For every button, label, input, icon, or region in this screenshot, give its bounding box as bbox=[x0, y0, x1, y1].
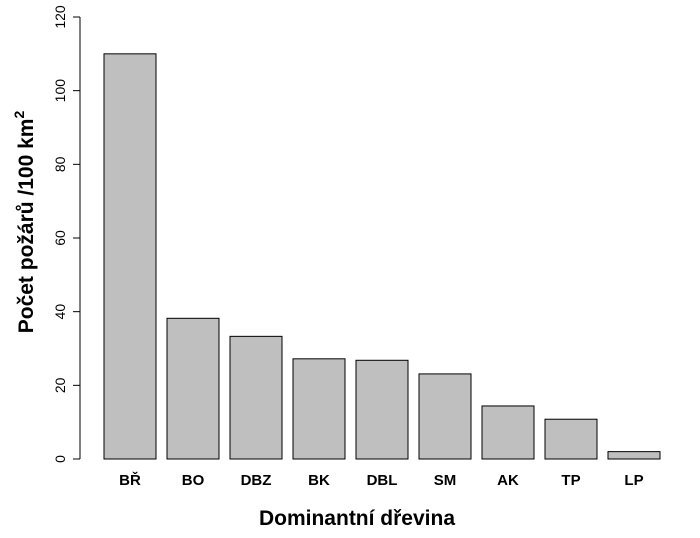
x-tick-label: BO bbox=[182, 472, 205, 489]
y-tick-label: 120 bbox=[52, 5, 68, 29]
x-tick-label: BK bbox=[308, 472, 330, 489]
bar-dbl bbox=[355, 359, 409, 460]
bar-ak bbox=[481, 405, 535, 460]
bar-bo bbox=[166, 317, 220, 460]
x-tick-label: DBZ bbox=[241, 472, 272, 489]
y-tick-label: 60 bbox=[52, 230, 68, 246]
x-tick-label: LP bbox=[624, 472, 643, 489]
x-axis-labels: BŘ BO DBZ BK DBL SM AK TP LP bbox=[119, 471, 643, 489]
x-tick-label: AK bbox=[497, 472, 519, 489]
bar-bř bbox=[103, 53, 157, 460]
y-axis-title-superscript: 2 bbox=[11, 111, 27, 119]
y-tick-label: 0 bbox=[52, 455, 68, 463]
y-tick-label: 40 bbox=[52, 304, 68, 320]
bar-lp bbox=[607, 451, 661, 460]
y-axis-title: Počet požárů /100 km2 bbox=[11, 111, 38, 334]
y-tick-label: 80 bbox=[52, 156, 68, 172]
bars bbox=[103, 53, 661, 460]
bar-dbz bbox=[229, 335, 283, 460]
y-tick-label: 100 bbox=[52, 79, 68, 103]
x-tick-label: BŘ bbox=[119, 471, 141, 489]
bar-sm bbox=[418, 373, 472, 460]
x-tick-label: DBL bbox=[367, 472, 398, 489]
y-axis: 0 20 40 60 80 100 120 bbox=[52, 5, 81, 463]
bar-bk bbox=[292, 358, 346, 460]
x-tick-label: TP bbox=[561, 472, 580, 489]
y-tick-label: 20 bbox=[52, 377, 68, 393]
x-tick-label: SM bbox=[434, 472, 457, 489]
y-axis-title-main: Počet požárů /100 km bbox=[15, 119, 38, 334]
bar-tp bbox=[544, 418, 598, 460]
x-axis-title: Dominantní dřevina bbox=[259, 507, 455, 530]
